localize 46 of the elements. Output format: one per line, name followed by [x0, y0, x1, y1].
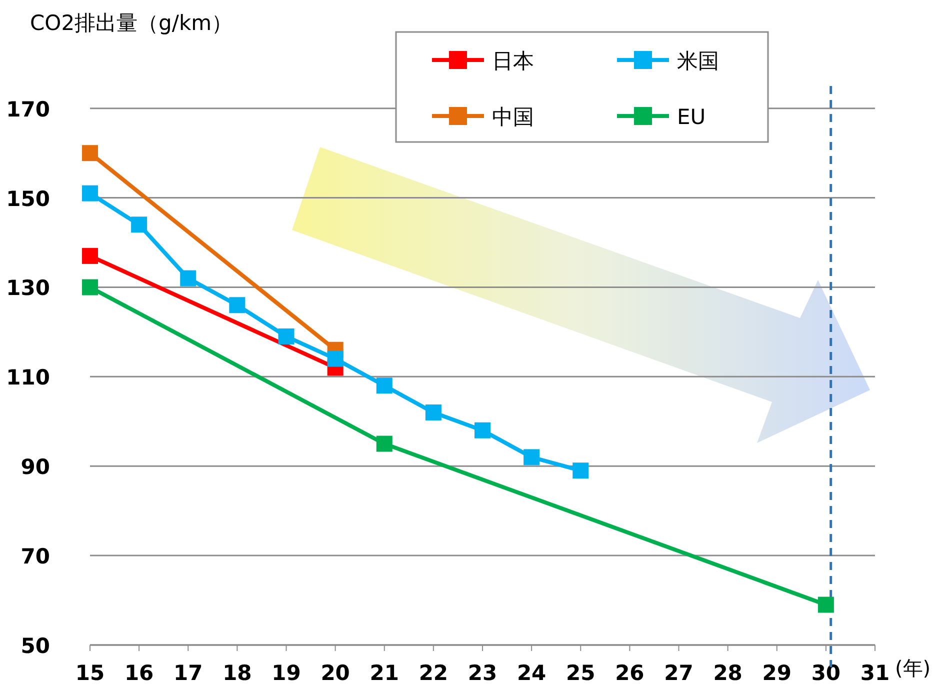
point: [524, 449, 540, 466]
point: [229, 297, 246, 314]
legend-label: 中国: [492, 105, 534, 129]
x-tick-label: 22: [418, 661, 448, 685]
y-tick-label: 50: [20, 634, 50, 658]
point: [180, 270, 196, 286]
y-tick-label: 70: [20, 544, 50, 569]
point: [327, 350, 344, 367]
x-tick-label: 21: [370, 661, 399, 685]
point: [376, 436, 392, 452]
y-tick-label: 90: [20, 455, 50, 480]
y-tick-label: 150: [6, 186, 50, 211]
x-tick-label: 28: [713, 661, 742, 685]
x-tick-label: 30: [811, 661, 841, 685]
point: [425, 404, 442, 420]
x-tick-label: 17: [174, 661, 203, 685]
point: [82, 185, 98, 202]
x-tick-label: 29: [762, 661, 792, 685]
point: [474, 422, 490, 438]
x-tick-label: 24: [516, 661, 546, 685]
x-tick-label: 15: [75, 661, 105, 685]
point: [572, 462, 589, 479]
point: [131, 216, 148, 233]
x-axis-title: (年): [895, 656, 931, 680]
point: [82, 145, 98, 162]
y-tick-label: 130: [6, 276, 50, 300]
legend-label: 米国: [677, 49, 719, 73]
legend-label: EU: [677, 105, 706, 129]
x-tick-label: 19: [272, 661, 301, 685]
point: [278, 328, 294, 344]
x-tick-label: 16: [124, 661, 154, 685]
y-axis-title: CO2排出量（g/km）: [30, 11, 233, 35]
legend-label: 日本: [492, 49, 534, 73]
point: [376, 378, 392, 394]
x-tick-label: 18: [222, 661, 252, 685]
x-tick-label: 23: [468, 661, 498, 685]
y-tick-label: 170: [6, 97, 50, 122]
x-tick-label: 26: [615, 661, 644, 685]
x-tick-label: 25: [566, 661, 596, 685]
x-tick-label: 27: [664, 661, 694, 685]
point: [82, 248, 98, 264]
x-tick-label: 31: [860, 661, 890, 685]
x-tick-label: 20: [320, 661, 350, 685]
y-tick-label: 110: [6, 366, 50, 390]
point: [82, 279, 98, 296]
point: [818, 596, 834, 613]
